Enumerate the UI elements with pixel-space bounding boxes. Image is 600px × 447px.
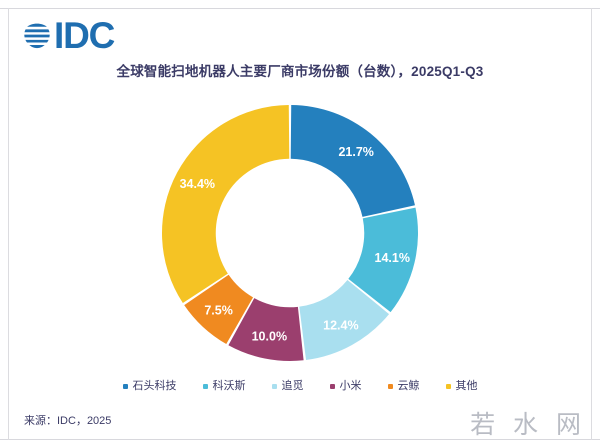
slice-value-label: 14.1% — [375, 251, 410, 265]
slice-value-label: 7.5% — [204, 304, 233, 318]
donut-slice[interactable] — [161, 105, 290, 304]
globe-icon — [24, 23, 50, 49]
slice-value-label: 10.0% — [252, 330, 287, 344]
legend-item-label: 科沃斯 — [212, 380, 246, 392]
legend-item[interactable]: 云鲸 — [387, 380, 420, 392]
chart-legend: 石头科技 科沃斯 追觅 小米 云鲸 其他 — [0, 380, 600, 392]
legend-item[interactable]: 科沃斯 — [202, 380, 246, 392]
legend-swatch-icon — [202, 383, 208, 389]
donut-slice[interactable] — [228, 298, 304, 361]
donut-slices — [161, 105, 418, 361]
legend-item-label: 云鲸 — [397, 380, 420, 392]
idc-logo: IDC — [22, 15, 115, 56]
legend-item-label: 追觅 — [281, 380, 304, 392]
slice-value-label: 34.4% — [180, 177, 215, 191]
donut-slice-labels: 21.7% 14.1% 12.4% 10.0% 7.5% 34.4% — [180, 145, 410, 344]
donut-slice[interactable] — [299, 280, 390, 360]
donut-slice[interactable] — [348, 207, 418, 313]
legend-item[interactable]: 石头科技 — [122, 380, 177, 392]
legend-swatch-icon — [271, 383, 277, 389]
slice-value-label: 12.4% — [323, 318, 358, 332]
legend-swatch-icon — [445, 383, 451, 389]
donut-slice[interactable] — [184, 274, 254, 345]
page-title: 全球智能扫地机器人主要厂商市场份额（台数），2025Q1-Q3 — [116, 64, 484, 79]
watermark: 若 水 网 — [470, 410, 586, 439]
legend-swatch-icon — [122, 383, 128, 389]
legend-item-label: 小米 — [339, 380, 362, 392]
legend-item[interactable]: 追觅 — [271, 380, 304, 392]
legend-item[interactable]: 其他 — [445, 380, 478, 392]
donut-chart-svg: 21.7% 14.1% 12.4% 10.0% 7.5% 34.4% — [161, 105, 418, 361]
legend-item-label: 石头科技 — [132, 380, 177, 392]
legend-item-label: 其他 — [455, 380, 478, 392]
legend-swatch-icon — [387, 383, 393, 389]
legend-swatch-icon — [329, 383, 335, 389]
idc-logo-text: IDC — [54, 15, 115, 56]
donut-slice[interactable] — [290, 105, 415, 217]
donut-chart: 21.7% 14.1% 12.4% 10.0% 7.5% 34.4% — [155, 98, 425, 368]
legend-item[interactable]: 小米 — [329, 380, 362, 392]
slice-value-label: 21.7% — [338, 145, 373, 159]
source-note: 来源：IDC，2025 — [24, 415, 112, 427]
